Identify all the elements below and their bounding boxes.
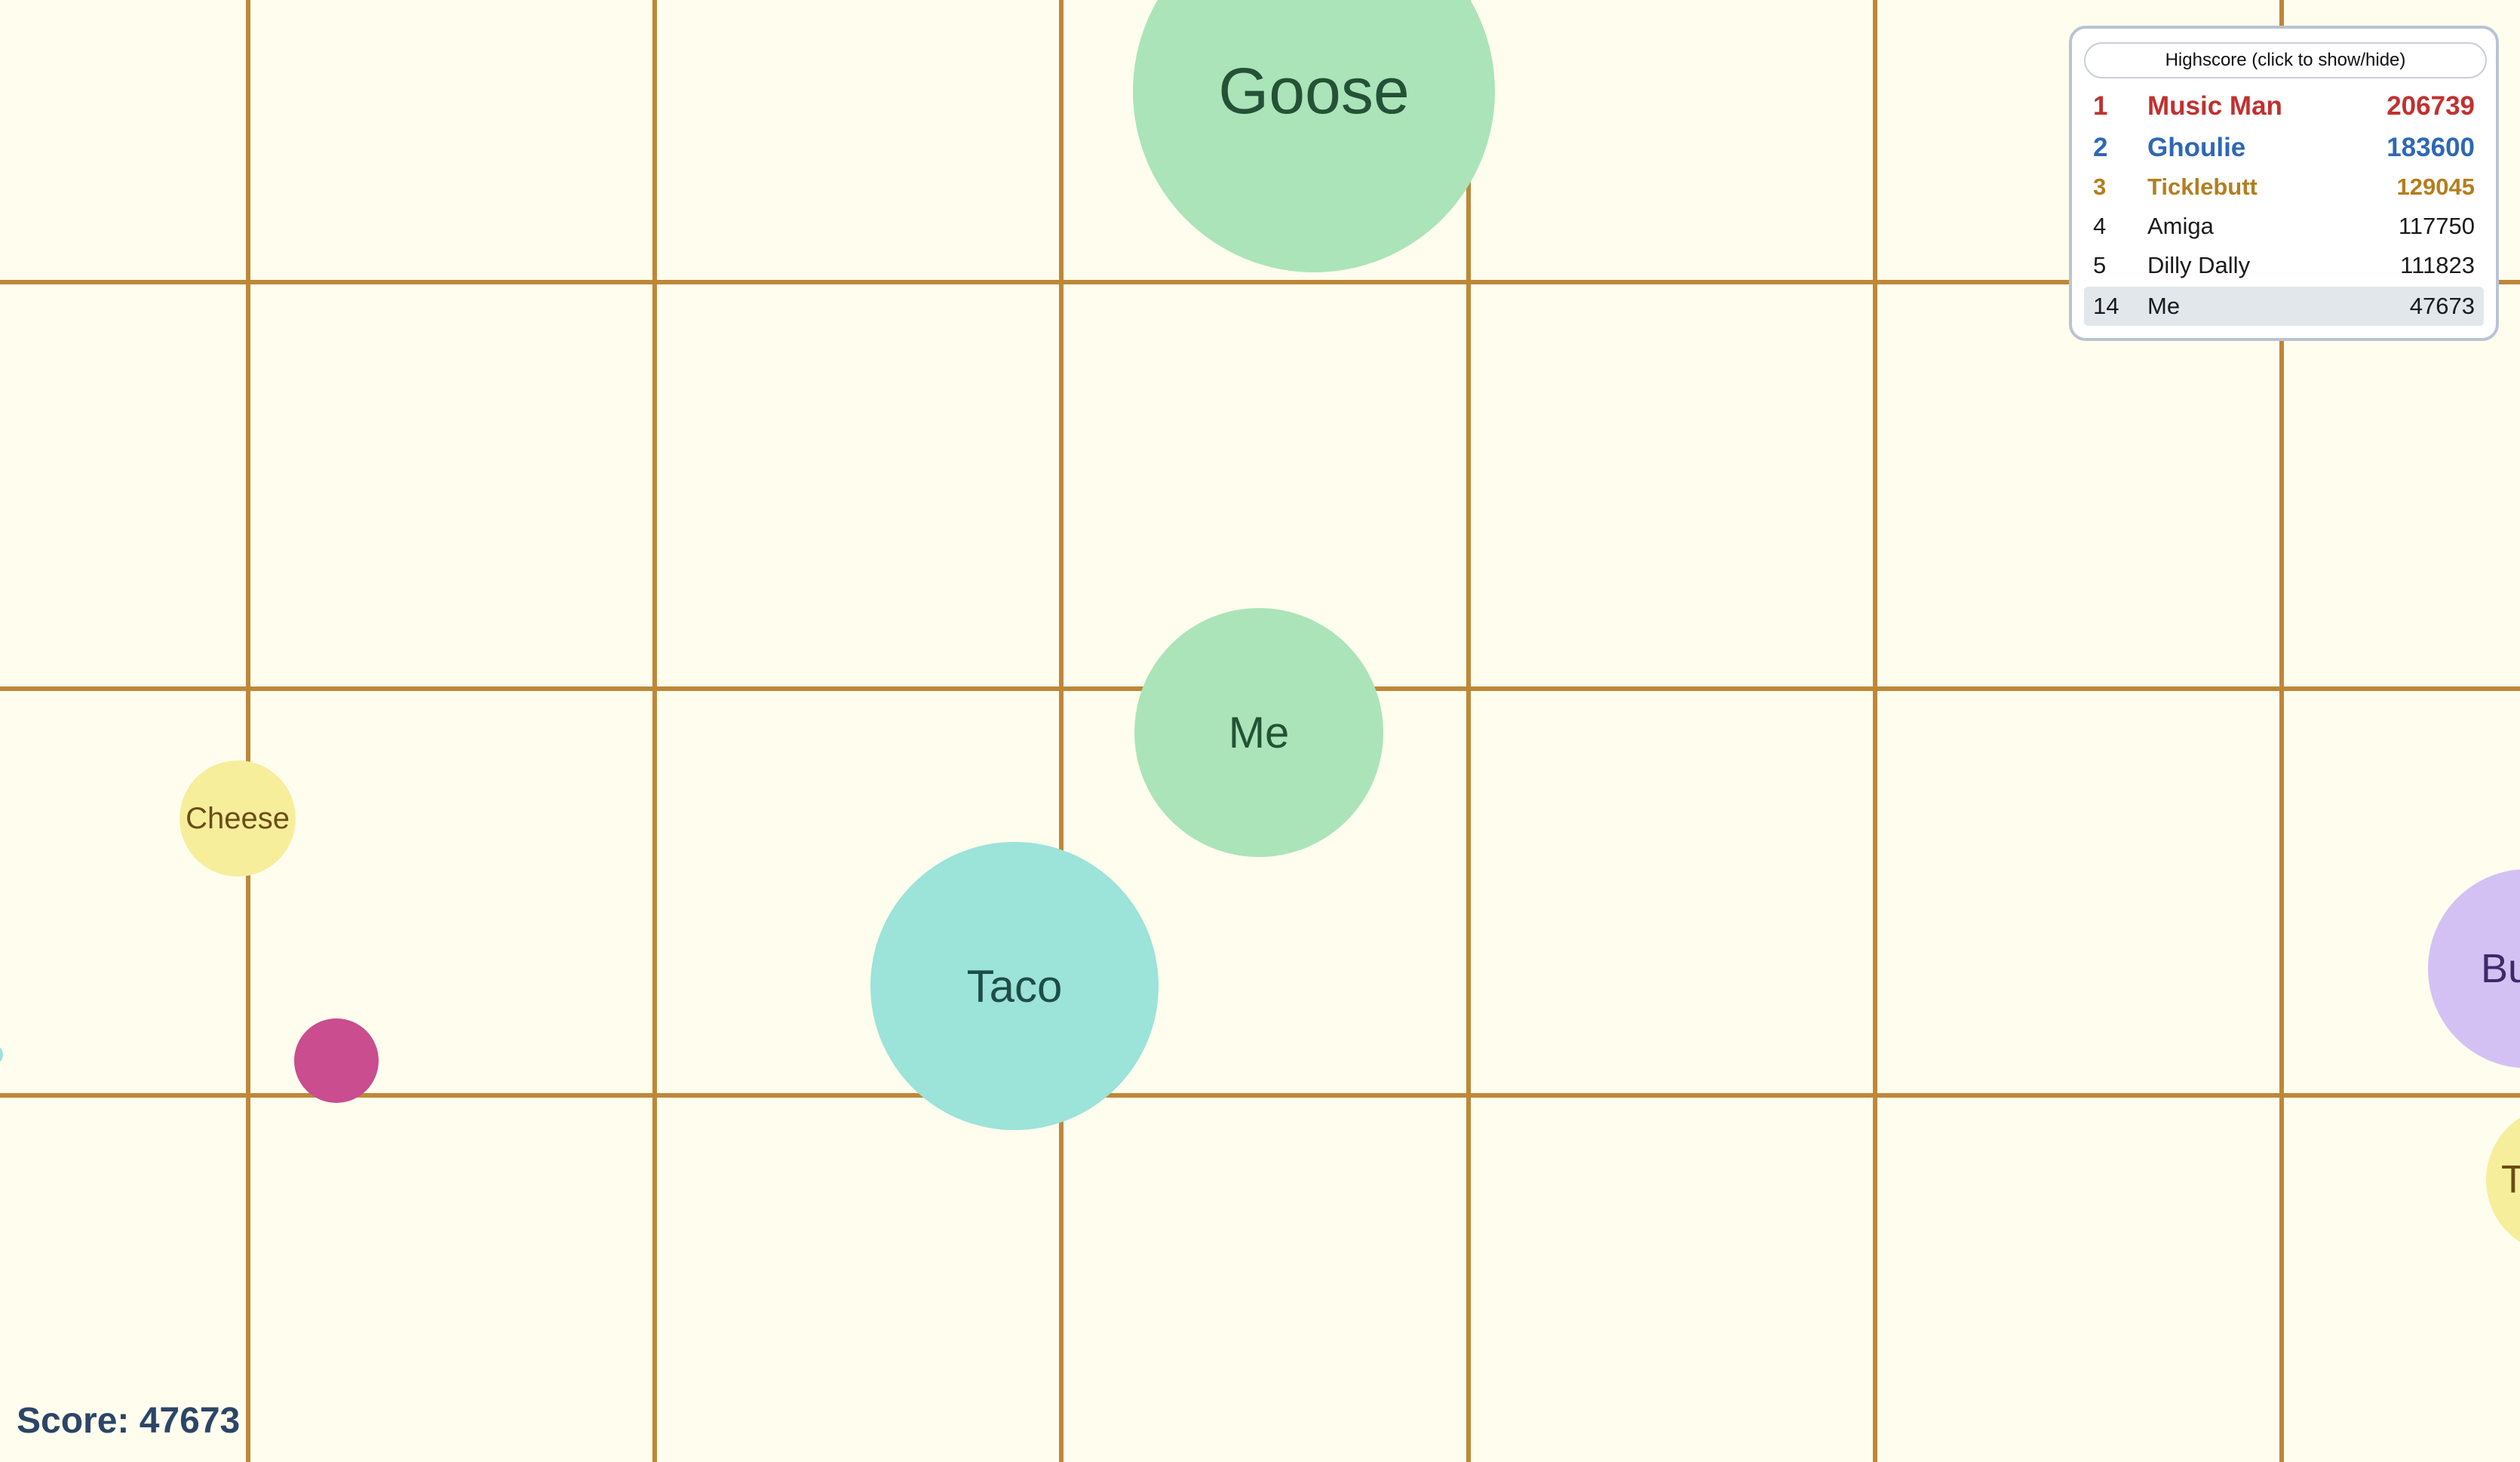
unnamed-cell-pink <box>294 1018 379 1103</box>
player-cell-taco: Taco <box>870 842 1159 1130</box>
cell-name: T <box>2501 1158 2520 1202</box>
cell-name: Me <box>1228 708 1290 757</box>
leaderboard-panel: Highscore (click to show/hide) 1 Music M… <box>2069 26 2499 341</box>
leaderboard-name: Amiga <box>2147 213 2214 239</box>
leaderboard-score: 117750 <box>2398 213 2475 239</box>
grid-line-vertical <box>652 0 657 1462</box>
grid-line-vertical <box>1466 0 1471 1462</box>
grid-line-horizontal <box>0 280 2520 284</box>
grid-line-vertical <box>1059 0 1064 1462</box>
leaderboard-row: 4 Amiga 117750 <box>2084 207 2484 246</box>
player-cell-me: Me <box>1134 608 1383 857</box>
leaderboard-row: 5 Dilly Dally 111823 <box>2084 246 2484 285</box>
leaderboard-rank: 4 <box>2093 213 2107 239</box>
leaderboard-rank: 5 <box>2093 252 2107 278</box>
leaderboard-rank: 14 <box>2093 293 2119 319</box>
cell-name: Cheese <box>186 801 290 835</box>
cell-name: Goose <box>1218 54 1410 127</box>
leaderboard-toggle-button[interactable]: Highscore (click to show/hide) <box>2084 42 2487 78</box>
leaderboard-score: 183600 <box>2386 133 2475 162</box>
leaderboard-row: 2 Ghoulie 183600 <box>2084 128 2484 167</box>
leaderboard-name: Dilly Dally <box>2147 252 2251 278</box>
cell-name: Taco <box>966 960 1063 1012</box>
leaderboard-rank: 1 <box>2093 91 2108 121</box>
leaderboard-row: 1 Music Man 206739 <box>2084 84 2484 128</box>
leaderboard-score: 111823 <box>2400 252 2475 278</box>
player-cell-bu: Bu <box>2428 869 2520 1068</box>
leaderboard-name: Ticklebutt <box>2147 174 2258 200</box>
score-display: Score: 47673 <box>17 1401 241 1441</box>
leaderboard-name: Ghoulie <box>2147 133 2246 162</box>
leaderboard-score: 47673 <box>2409 293 2475 319</box>
unnamed-cell-teal <box>0 1044 3 1065</box>
leaderboard-score: 129045 <box>2396 174 2475 200</box>
leaderboard-rank: 3 <box>2093 174 2107 200</box>
leaderboard-name: Music Man <box>2147 91 2282 121</box>
player-cell-goose: Goose <box>1133 0 1495 272</box>
grid-line-vertical <box>2279 0 2284 1462</box>
leaderboard-score: 206739 <box>2386 91 2475 121</box>
player-cell-cheese: Cheese <box>180 760 296 877</box>
grid-line-vertical <box>246 0 250 1462</box>
leaderboard-row-self: 14 Me 47673 <box>2084 287 2484 326</box>
cell-name: Bu <box>2481 946 2520 991</box>
grid-line-horizontal <box>0 1093 2520 1098</box>
leaderboard-name: Me <box>2147 293 2181 319</box>
leaderboard-row: 3 Ticklebutt 129045 <box>2084 167 2484 207</box>
player-cell-t: T <box>2486 1106 2520 1254</box>
leaderboard-rank: 2 <box>2093 133 2108 162</box>
grid-line-vertical <box>1873 0 1877 1462</box>
